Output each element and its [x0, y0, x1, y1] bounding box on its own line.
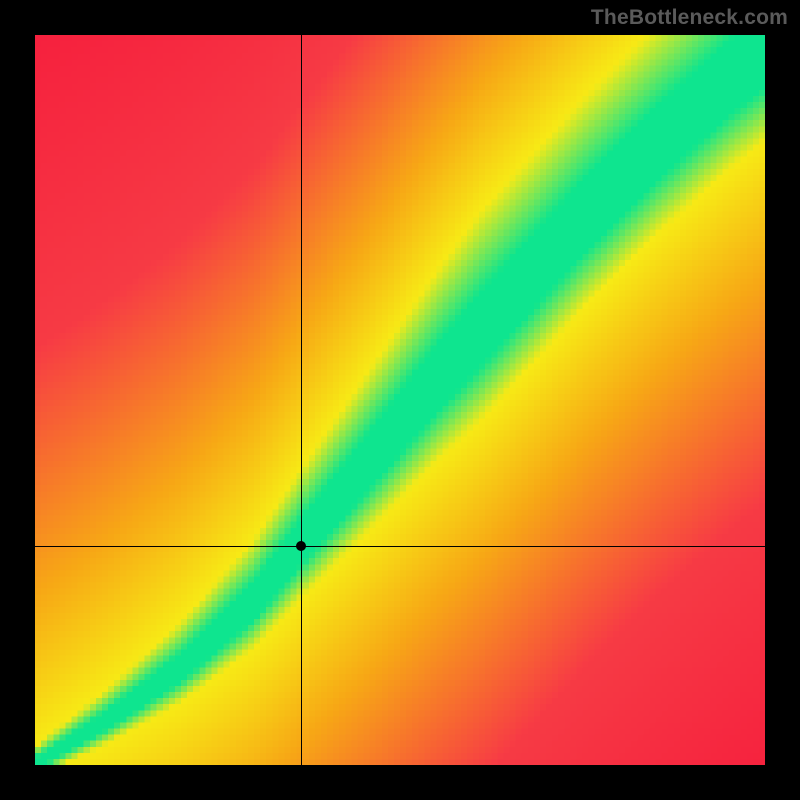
- crosshair-vertical: [301, 35, 302, 765]
- heatmap-canvas: [35, 35, 765, 765]
- watermark-text: TheBottleneck.com: [591, 6, 788, 30]
- chart-frame: TheBottleneck.com: [0, 0, 800, 800]
- heatmap-plot: [35, 35, 765, 765]
- crosshair-horizontal: [35, 546, 765, 547]
